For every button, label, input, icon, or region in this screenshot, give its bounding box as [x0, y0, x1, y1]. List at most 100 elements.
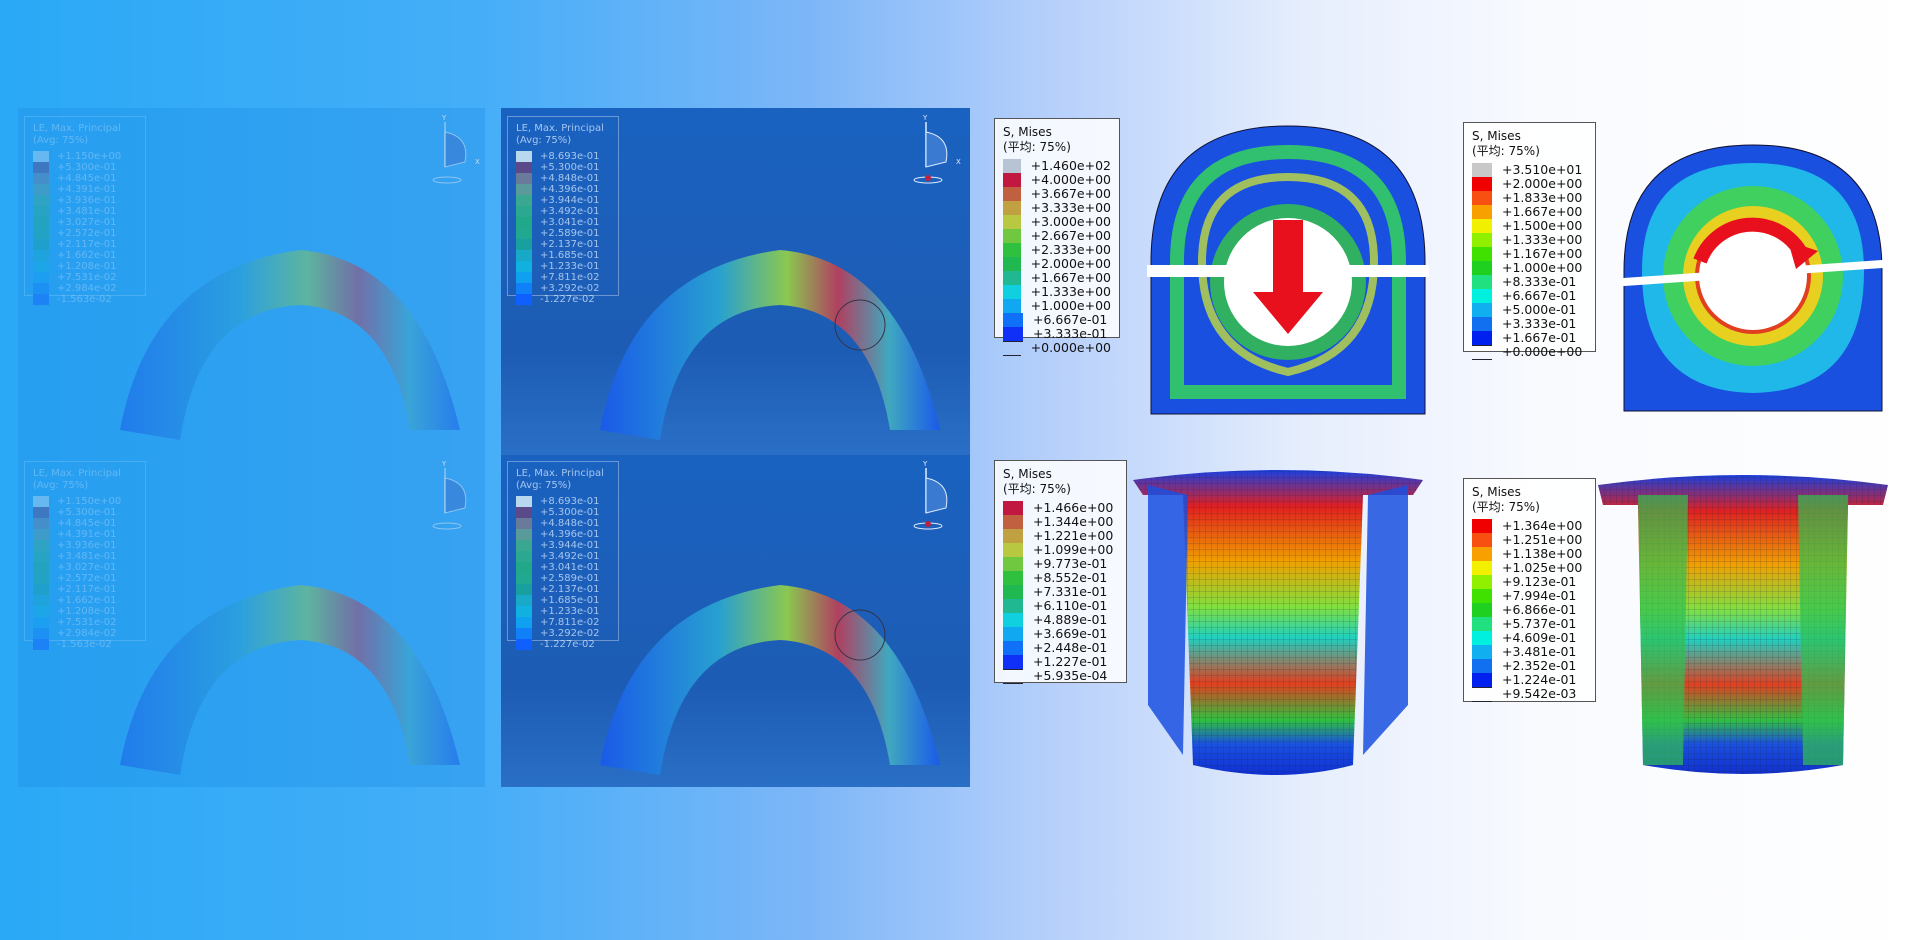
legend-subtitle: (平均: 75%): [1003, 482, 1071, 496]
legend-value: +1.251e+00: [1502, 532, 1583, 547]
legend-row: +9.773e-01: [1003, 556, 1118, 572]
legend-value: +2.000e+00: [1502, 176, 1583, 191]
legend-scale: +1.150e+00 +5.300e-01 +4.845e-01 +4.391e-01…: [33, 496, 137, 650]
legend-row: +1.333e+00: [1472, 232, 1587, 248]
legend-value: +3.492e-01: [540, 206, 600, 217]
legend-swatch: [516, 261, 532, 272]
legend-value: +3.667e+00: [1030, 186, 1111, 201]
legend-row: +1.667e+00: [1472, 204, 1587, 220]
legend-value: +3.041e-01: [540, 562, 600, 573]
legend-value: +2.117e-01: [57, 584, 117, 595]
legend-row: +5.300e-01: [33, 162, 137, 173]
legend-row: +2.137e-01: [516, 584, 610, 595]
legend-swatch: [1003, 270, 1021, 286]
legend-swatch: [1003, 669, 1023, 684]
legend-value: +9.773e-01: [1033, 556, 1108, 571]
legend-swatch: [33, 283, 49, 294]
legend-value: +4.000e+00: [1030, 172, 1111, 187]
bushing-torsion-model: [1620, 144, 1886, 412]
legend-swatch: [33, 529, 49, 540]
legend-swatch: [516, 184, 532, 195]
svg-text:Y: Y: [441, 114, 447, 122]
legend-swatch: [516, 283, 532, 294]
svg-text:X: X: [956, 158, 961, 166]
legend-value: +2.572e-01: [57, 573, 117, 584]
legend-swatch: [1472, 560, 1492, 576]
legend-row: +1.344e+00: [1003, 514, 1118, 530]
legend-swatch: [1472, 532, 1492, 548]
legend-swatch: [1003, 186, 1021, 202]
legend-swatch: [516, 496, 532, 507]
legend-row: +3.292e-02: [516, 283, 610, 294]
legend-value: +1.333e+00: [1030, 284, 1111, 299]
legend-value: +4.845e-01: [57, 518, 117, 529]
legend-value: +7.811e-02: [540, 617, 600, 628]
rotate-arrow-icon: [1693, 217, 1806, 264]
legend-swatch: [516, 228, 532, 239]
legend-value: +5.300e-01: [540, 162, 600, 173]
legend-swatch: [1472, 246, 1492, 262]
legend-value: +1.667e+00: [1502, 204, 1583, 219]
le-legend-top-left: LE, Max. Principal (Avg: 75%) +1.150e+00 +5…: [24, 116, 146, 305]
legend-swatch: [1003, 326, 1023, 342]
legend-swatch: [33, 294, 49, 305]
legend-swatch: [33, 261, 49, 272]
legend-swatch: [1472, 518, 1492, 534]
legend-row: +1.150e+00: [33, 151, 137, 162]
legend-value: +2.984e-02: [57, 628, 117, 639]
legend-row: +2.984e-02: [33, 628, 137, 639]
legend-row: -1.563e-02: [33, 639, 137, 650]
legend-row: +7.994e-01: [1472, 588, 1587, 604]
legend-title: S, Mises: [1472, 129, 1521, 143]
legend-value: +4.391e-01: [57, 529, 117, 540]
legend-swatch: [516, 162, 532, 173]
legend-value: +8.333e-01: [1502, 274, 1577, 289]
legend-value: +1.224e-01: [1502, 672, 1577, 687]
legend-swatch: [1472, 630, 1492, 646]
legend-swatch: [1003, 200, 1021, 216]
legend-swatch: [1003, 626, 1023, 642]
legend-swatch: [33, 162, 49, 173]
legend-subtitle: (Avg: 75%): [33, 135, 89, 146]
legend-row: +5.300e-01: [516, 507, 610, 518]
legend-row: +1.460e+02: [1003, 158, 1111, 174]
legend-row: -1.563e-02: [33, 294, 137, 305]
legend-swatch: [33, 507, 49, 518]
axis-triad-icon: Y: [913, 460, 948, 530]
legend-swatch: [33, 184, 49, 195]
legend-row: +2.000e+00: [1472, 176, 1587, 192]
legend-value: -1.563e-02: [57, 639, 112, 650]
legend-scale: +3.510e+01 +2.000e+00 +1.833e+00 +1.667e+00…: [1472, 162, 1587, 360]
legend-row: +1.208e-01: [33, 606, 137, 617]
legend-value: +4.848e-01: [540, 173, 600, 184]
legend-scale: +1.466e+00 +1.344e+00 +1.221e+00 +1.099e+00…: [1003, 500, 1118, 684]
legend-row: +7.531e-02: [33, 617, 137, 628]
legend-row: +3.936e-01: [33, 195, 137, 206]
legend-swatch: [516, 206, 532, 217]
legend-row: +3.292e-02: [516, 628, 610, 639]
legend-row: +1.233e-01: [516, 261, 610, 272]
legend-value: +1.000e+00: [1030, 298, 1111, 313]
legend-subtitle: (Avg: 75%): [516, 135, 572, 146]
legend-value: +1.500e+00: [1502, 218, 1583, 233]
legend-value: +3.000e+00: [1030, 214, 1111, 229]
legend-value: +7.531e-02: [57, 617, 117, 628]
legend-row: +6.667e-01: [1003, 312, 1111, 328]
legend-row: +2.117e-01: [33, 239, 137, 250]
legend-value: +1.662e-01: [57, 250, 117, 261]
axis-triad-icon: Y X: [913, 114, 961, 184]
legend-row: +8.693e-01: [516, 151, 610, 162]
legend-value: +3.510e+01: [1502, 162, 1583, 177]
bushing-compression-model: [1147, 125, 1429, 415]
legend-swatch: [1003, 341, 1021, 356]
legend-row: +1.364e+00: [1472, 518, 1587, 534]
legend-row: +1.233e-01: [516, 606, 610, 617]
bushing-cylinder-model-2: [1598, 475, 1888, 774]
legend-value: +3.492e-01: [540, 551, 600, 562]
legend-title: LE, Max. Principal: [516, 123, 604, 134]
legend-value: -1.227e-02: [540, 294, 595, 305]
legend-swatch: [516, 518, 532, 529]
legend-row: +4.845e-01: [33, 173, 137, 184]
legend-swatch: [1472, 574, 1492, 590]
legend-value: +1.227e-01: [1033, 654, 1108, 669]
